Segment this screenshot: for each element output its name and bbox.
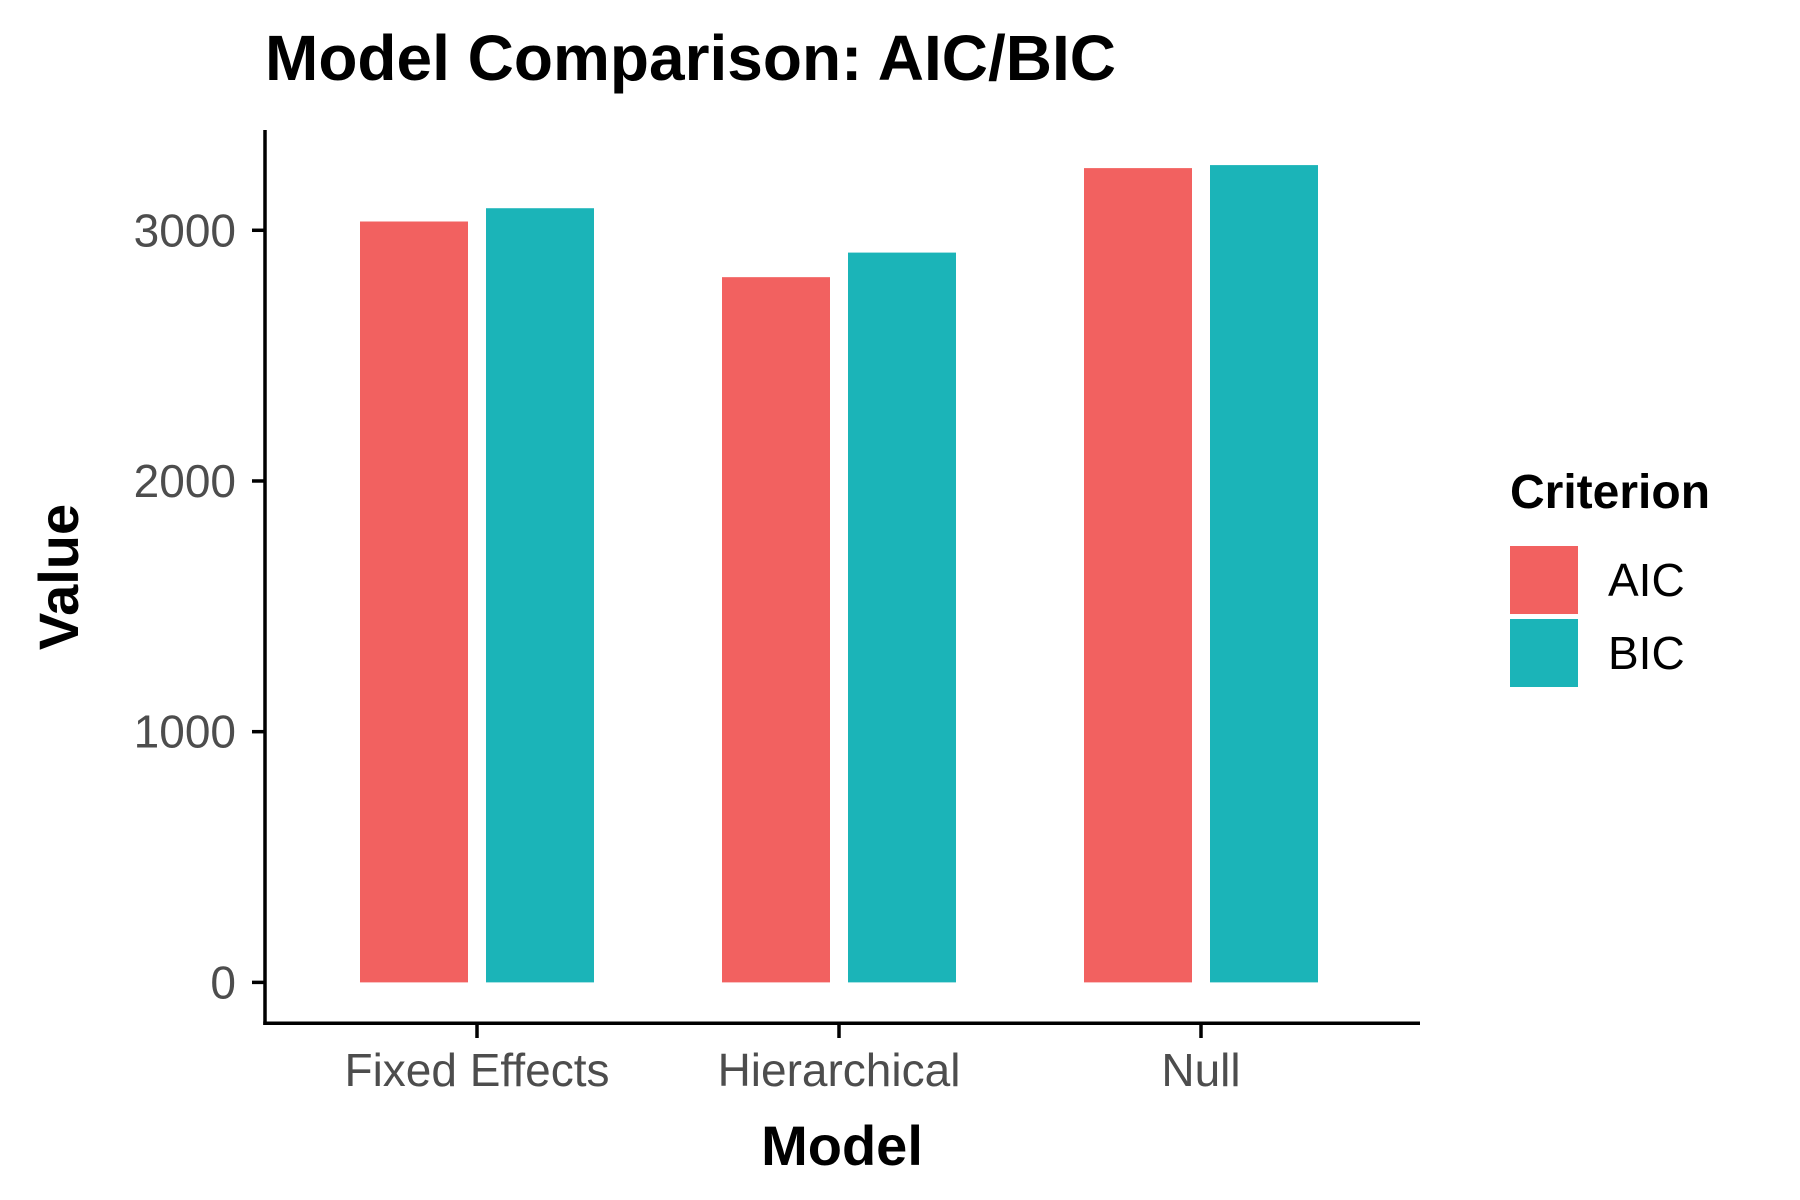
legend: Criterion AIC BIC bbox=[1510, 466, 1710, 687]
x-axis-title: Model bbox=[761, 1114, 923, 1177]
bar-aic-null bbox=[1084, 168, 1192, 983]
bar-aic-fixed-effects bbox=[360, 221, 468, 983]
y-tick-label: 3000 bbox=[134, 204, 236, 256]
legend-key-aic bbox=[1510, 546, 1578, 614]
legend-key-bic bbox=[1510, 619, 1578, 687]
x-ticks-layer: Fixed Effects Hierarchical Null bbox=[344, 1025, 1241, 1096]
y-tick-label: 0 bbox=[210, 956, 236, 1008]
x-tick-label: Hierarchical bbox=[718, 1044, 961, 1096]
bar-bic-hierarchical bbox=[848, 252, 956, 983]
bar-aic-hierarchical bbox=[722, 277, 830, 983]
bars-layer bbox=[360, 165, 1318, 983]
bar-bic-null bbox=[1210, 165, 1318, 983]
y-tick-label: 1000 bbox=[134, 706, 236, 758]
legend-title: Criterion bbox=[1510, 466, 1710, 519]
legend-label-bic: BIC bbox=[1608, 627, 1685, 679]
legend-label-aic: AIC bbox=[1608, 554, 1685, 606]
bar-bic-fixed-effects bbox=[486, 208, 594, 983]
y-ticks-layer: 0 1000 2000 3000 bbox=[134, 204, 265, 1008]
chart-title: Model Comparison: AIC/BIC bbox=[265, 22, 1116, 94]
x-tick-label: Null bbox=[1161, 1044, 1240, 1096]
y-axis-title: Value bbox=[27, 504, 90, 650]
x-tick-label: Fixed Effects bbox=[344, 1044, 609, 1096]
y-tick-label: 2000 bbox=[134, 455, 236, 507]
